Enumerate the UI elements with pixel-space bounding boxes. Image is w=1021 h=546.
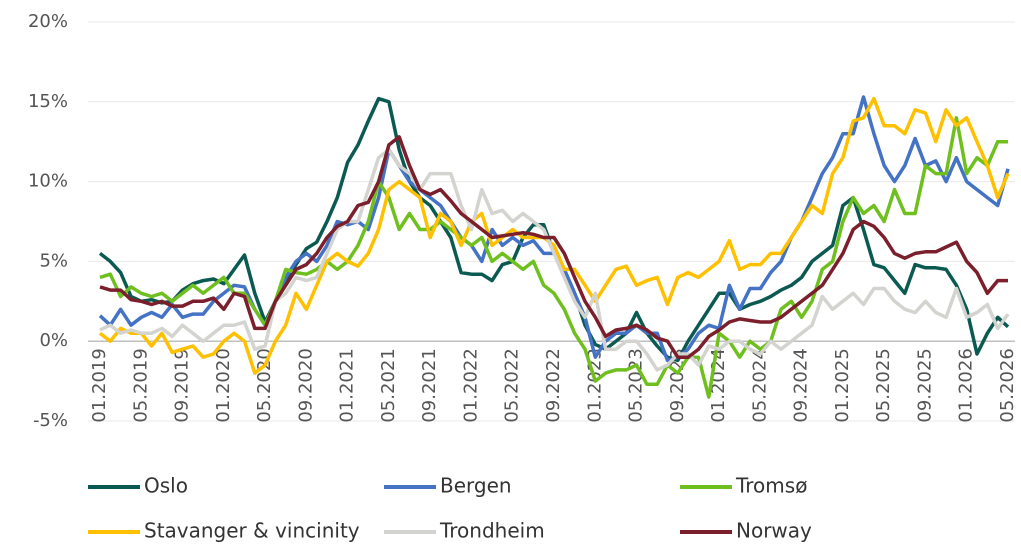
legend-label: Stavanger & vincinity bbox=[144, 519, 360, 543]
series-line bbox=[98, 96, 1010, 375]
x-tick-label: 01.2022 bbox=[460, 348, 481, 422]
x-tick-label: 01.2019 bbox=[89, 348, 110, 422]
x-tick-label: 05.2024 bbox=[749, 348, 770, 422]
x-tick-label: 05.2020 bbox=[254, 348, 275, 422]
legend-label: Trondheim bbox=[439, 519, 545, 543]
y-tick-label: 15% bbox=[28, 91, 68, 112]
y-tick-label: 20% bbox=[28, 11, 68, 32]
x-tick-label: 09.2024 bbox=[791, 348, 812, 422]
legend-label: Oslo bbox=[144, 474, 188, 498]
x-tick-label: 09.2025 bbox=[914, 348, 935, 422]
x-tick-label: 05.2026 bbox=[997, 348, 1018, 422]
x-tick-label: 01.2020 bbox=[213, 348, 234, 422]
y-tick-label: 10% bbox=[28, 171, 68, 192]
y-tick-label: 5% bbox=[39, 250, 68, 271]
x-tick-label: 01.2025 bbox=[832, 348, 853, 422]
x-tick-label: 05.2025 bbox=[873, 348, 894, 422]
y-tick-label: -5% bbox=[33, 410, 68, 431]
x-tick-label: 09.2022 bbox=[543, 348, 564, 422]
series-line bbox=[99, 147, 1010, 372]
x-tick-label: 05.2023 bbox=[626, 348, 647, 422]
y-tick-label: 0% bbox=[39, 330, 68, 351]
x-tick-label: 05.2022 bbox=[502, 348, 523, 422]
legend-label: Norway bbox=[736, 519, 812, 543]
legend-label: Tromsø bbox=[735, 474, 807, 498]
series-line bbox=[99, 135, 1008, 359]
x-tick-label: 05.2021 bbox=[378, 348, 399, 422]
x-tick-label: 05.2019 bbox=[130, 348, 151, 422]
legend-label: Bergen bbox=[440, 474, 512, 498]
x-tick-label: 01.2021 bbox=[337, 348, 358, 422]
x-tick-label: 09.2019 bbox=[172, 348, 193, 422]
series-line bbox=[98, 95, 1010, 363]
series-line bbox=[99, 116, 1008, 399]
series-line bbox=[98, 96, 1010, 363]
x-tick-label: 09.2020 bbox=[295, 348, 316, 422]
x-tick-label: 01.2026 bbox=[956, 348, 977, 422]
x-tick-label: 09.2021 bbox=[419, 348, 440, 422]
